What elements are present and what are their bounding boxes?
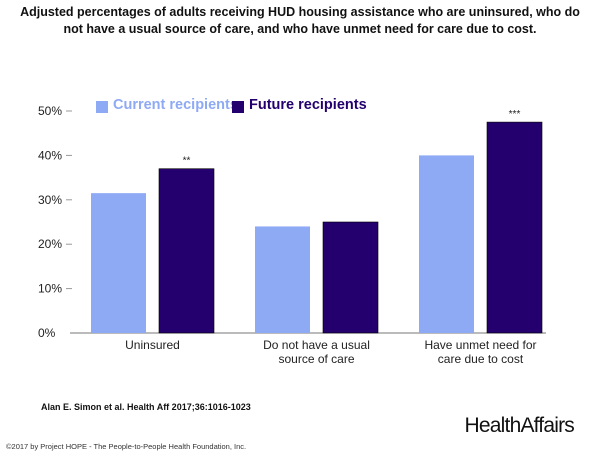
legend-label-future: Future recipients bbox=[249, 97, 367, 113]
x-category-label: source of care bbox=[278, 352, 354, 366]
significance-marker: ** bbox=[183, 156, 191, 167]
health-affairs-logo: HealthAffairs bbox=[464, 414, 575, 437]
y-tick-label: 40% bbox=[38, 148, 62, 162]
citation: Alan E. Simon et al. Health Aff 2017;36:… bbox=[41, 402, 251, 412]
y-tick-label: 20% bbox=[38, 237, 62, 251]
bar-future bbox=[322, 221, 379, 334]
significance-marker: *** bbox=[509, 109, 521, 120]
chart-title: Adjusted percentages of adults receiving… bbox=[20, 5, 580, 36]
y-tick-label: 30% bbox=[38, 193, 62, 207]
bar-future bbox=[486, 121, 543, 334]
x-category-label: Do not have a usual bbox=[263, 338, 370, 352]
bar-future bbox=[158, 168, 215, 334]
y-tick-label: 50% bbox=[38, 104, 62, 118]
y-tick-label: 10% bbox=[38, 282, 62, 296]
x-category-label: Uninsured bbox=[125, 338, 180, 352]
legend-swatch-current bbox=[96, 101, 108, 113]
legend-label-current: Current recipients bbox=[113, 97, 238, 113]
x-category-label: Have unmet need for bbox=[424, 338, 536, 352]
y-tick-label: 0% bbox=[38, 326, 56, 340]
copyright: ©2017 by Project HOPE - The People-to-Pe… bbox=[6, 442, 247, 451]
legend-swatch-future bbox=[232, 101, 244, 113]
bar-current bbox=[91, 193, 146, 333]
bar-current bbox=[419, 155, 474, 333]
bar-current bbox=[255, 226, 310, 333]
x-category-label: care due to cost bbox=[438, 352, 524, 366]
